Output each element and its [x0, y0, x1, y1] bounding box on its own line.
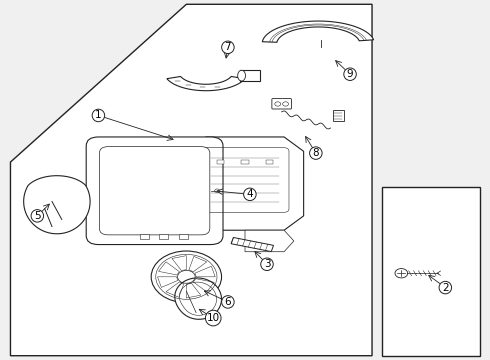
Bar	[159, 234, 168, 239]
Bar	[140, 234, 149, 239]
FancyBboxPatch shape	[272, 99, 292, 109]
Bar	[333, 110, 343, 121]
FancyBboxPatch shape	[99, 147, 210, 235]
Ellipse shape	[238, 70, 245, 81]
Text: 1: 1	[95, 111, 102, 121]
Polygon shape	[231, 238, 273, 252]
Bar	[241, 160, 249, 164]
Text: 8: 8	[313, 148, 319, 158]
FancyBboxPatch shape	[86, 137, 223, 244]
Polygon shape	[262, 21, 374, 42]
Bar	[240, 70, 260, 81]
Polygon shape	[175, 278, 221, 319]
Text: 7: 7	[224, 42, 231, 52]
Bar	[217, 160, 224, 164]
Text: 5: 5	[34, 211, 41, 221]
Polygon shape	[167, 76, 245, 91]
Polygon shape	[10, 4, 372, 356]
Polygon shape	[186, 137, 304, 230]
Text: 4: 4	[246, 189, 253, 199]
Text: 9: 9	[347, 69, 353, 79]
Text: 10: 10	[207, 313, 220, 323]
Circle shape	[151, 251, 221, 303]
Bar	[179, 234, 188, 239]
Text: 6: 6	[224, 297, 231, 307]
Polygon shape	[24, 176, 90, 234]
Polygon shape	[245, 230, 294, 252]
Text: 3: 3	[264, 259, 270, 269]
Text: 2: 2	[442, 283, 449, 293]
Bar	[266, 160, 273, 164]
Circle shape	[395, 269, 408, 278]
Bar	[382, 187, 480, 356]
